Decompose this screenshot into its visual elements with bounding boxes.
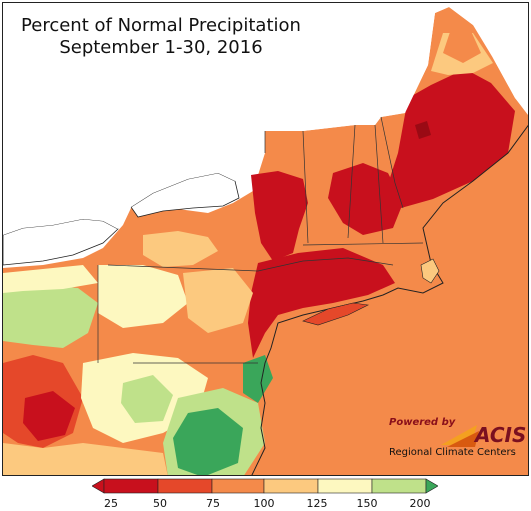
- legend-bin-5: [317, 478, 373, 494]
- logo-subtitle: Regional Climate Centers: [389, 447, 516, 458]
- map-frame: Percent of Normal Precipitation Septembe…: [2, 2, 529, 476]
- logo-swoosh-icon: [441, 425, 479, 447]
- normal-west: [3, 265, 98, 293]
- acis-logo: Powered by ACIS Regional Climate Centers: [389, 417, 526, 461]
- maine-dark-spot: [415, 121, 431, 139]
- legend-tick-125: 125: [306, 497, 328, 510]
- logo-name: ACIS: [475, 423, 527, 447]
- dry-core-ny: [251, 171, 308, 261]
- color-legend: [92, 478, 438, 494]
- legend-tick-150: 150: [356, 497, 378, 510]
- legend-bin-4: [263, 478, 319, 494]
- legend-bin-3: [211, 478, 265, 494]
- precipitation-map: [3, 3, 528, 475]
- map-title: Percent of Normal Precipitation: [21, 15, 301, 36]
- dry-core-wv: [23, 391, 75, 441]
- legend-left-arrow: [92, 478, 105, 494]
- legend-tick-25: 25: [104, 497, 118, 510]
- map-subtitle: September 1-30, 2016: [59, 37, 263, 58]
- near-normal-pa: [183, 268, 253, 333]
- legend-tick-200: 200: [409, 497, 431, 510]
- normal-pa: [98, 265, 188, 328]
- legend-bin-6: [371, 478, 427, 494]
- wet-ohio: [3, 285, 98, 348]
- wet-md: [121, 375, 173, 423]
- dry-band-nh: [328, 163, 403, 235]
- legend-tick-50: 50: [153, 497, 167, 510]
- near-normal-south: [3, 443, 168, 475]
- wet-core-delmarva: [173, 408, 243, 475]
- coastline: [251, 124, 528, 475]
- legend-bin-2: [157, 478, 213, 494]
- legend-tick-100: 100: [253, 497, 275, 510]
- dry-corridor: [248, 248, 395, 358]
- near-normal-wny: [143, 231, 218, 267]
- maine-north-moderate: [443, 23, 481, 63]
- cape-cod: [420, 258, 440, 284]
- long-island: [302, 302, 370, 326]
- wet-nj-south: [243, 355, 273, 403]
- legend-tick-75: 75: [206, 497, 220, 510]
- logo-powered-by: Powered by: [389, 417, 456, 428]
- canada-region: [3, 3, 528, 235]
- legend-right-arrow: [425, 478, 438, 494]
- state-boundaries: [97, 116, 424, 364]
- lake-ontario: [130, 172, 240, 218]
- legend-bin-1: [103, 478, 159, 494]
